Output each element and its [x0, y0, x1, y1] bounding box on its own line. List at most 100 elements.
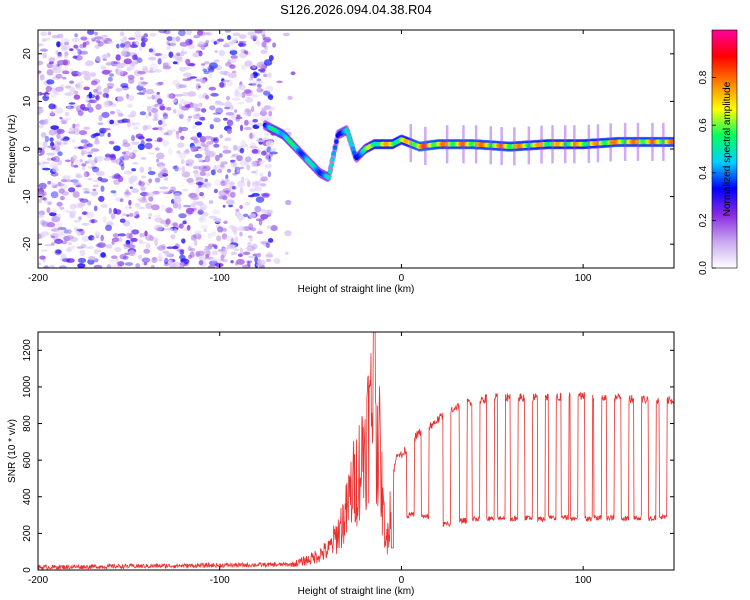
noise-speckle — [88, 91, 93, 99]
noise-speckle — [197, 250, 205, 257]
noise-speckle — [73, 182, 81, 186]
noise-speckle — [98, 114, 103, 122]
noise-speckle — [182, 78, 192, 82]
noise-speckle — [208, 62, 218, 69]
noise-speckle — [219, 70, 228, 75]
noise-speckle — [160, 126, 164, 133]
noise-speckle — [224, 42, 230, 47]
noise-speckle — [119, 43, 126, 48]
noise-speckle — [233, 229, 238, 236]
noise-speckle — [75, 174, 83, 178]
noise-speckle — [111, 159, 118, 163]
noise-speckle — [78, 130, 88, 136]
noise-speckle — [259, 179, 266, 183]
noise-speckle — [167, 148, 173, 156]
noise-speckle — [60, 38, 70, 43]
noise-speckle — [163, 30, 171, 35]
noise-speckle — [158, 165, 166, 170]
noise-speckle — [188, 254, 192, 260]
noise-speckle — [152, 113, 159, 118]
y-tick-label: 1200 — [22, 339, 33, 362]
noise-speckle — [207, 232, 213, 239]
colorbar-tick-label: 0.6 — [698, 118, 709, 132]
noise-speckle — [96, 242, 106, 249]
noise-speckle — [252, 112, 261, 118]
noise-speckle — [126, 93, 130, 100]
noise-speckle — [92, 188, 97, 192]
noise-speckle — [219, 134, 223, 139]
noise-speckle — [261, 41, 267, 48]
noise-speckle — [222, 247, 229, 251]
noise-speckle — [94, 139, 100, 145]
noise-speckle — [135, 133, 144, 139]
noise-speckle — [235, 208, 240, 212]
noise-speckle — [52, 67, 62, 74]
noise-speckle — [42, 141, 48, 148]
noise-speckle — [163, 132, 169, 136]
noise-speckle — [166, 40, 170, 46]
noise-speckle — [257, 101, 261, 107]
noise-speckle — [219, 251, 227, 255]
ridge-core-blob — [327, 169, 333, 175]
noise-speckle — [231, 97, 241, 101]
noise-speckle — [128, 206, 132, 209]
noise-speckle — [268, 55, 274, 61]
noise-speckle — [82, 202, 86, 207]
noise-speckle — [168, 51, 174, 58]
noise-speckle — [73, 226, 77, 231]
noise-speckle — [230, 237, 234, 244]
noise-speckle — [182, 188, 189, 192]
noise-speckle — [126, 118, 131, 123]
noise-speckle — [87, 159, 94, 164]
noise-speckle — [270, 225, 278, 232]
ridge-streak — [551, 125, 554, 164]
noise-speckle — [79, 50, 88, 55]
noise-speckle — [56, 133, 61, 139]
noise-speckle — [72, 73, 79, 77]
noise-speckle — [218, 190, 227, 197]
noise-speckle — [218, 49, 226, 57]
noise-speckle — [162, 113, 169, 120]
noise-speckle — [161, 221, 166, 225]
noise-speckle — [55, 141, 59, 148]
noise-speckle — [44, 265, 49, 268]
noise-speckle — [148, 196, 154, 202]
noise-speckle — [193, 170, 199, 174]
noise-speckle — [239, 166, 244, 170]
noise-speckle — [70, 245, 76, 250]
noise-speckle — [168, 93, 176, 99]
noise-speckle — [145, 243, 151, 249]
noise-speckle — [130, 44, 138, 48]
noise-speckle — [173, 228, 178, 234]
noise-speckle — [249, 188, 256, 192]
noise-speckle — [69, 80, 75, 84]
noise-speckle — [142, 125, 148, 131]
ridge-streak — [587, 124, 591, 163]
noise-speckle — [138, 206, 146, 210]
noise-speckle — [81, 149, 85, 156]
noise-speckle — [131, 168, 137, 172]
noise-speckle — [57, 151, 63, 157]
noise-speckle — [209, 105, 216, 111]
noise-speckle — [41, 249, 48, 252]
noise-speckle — [92, 133, 99, 137]
noise-speckle — [259, 172, 264, 177]
noise-speckle — [126, 214, 130, 217]
noise-speckle — [205, 94, 209, 100]
noise-speckle — [207, 243, 215, 248]
noise-speckle — [154, 53, 163, 57]
noise-speckle — [54, 107, 64, 114]
noise-speckle — [119, 198, 124, 203]
noise-speckle — [202, 68, 208, 72]
noise-speckle — [98, 130, 105, 137]
ridge-core-blob — [349, 142, 354, 148]
noise-speckle — [168, 261, 176, 268]
noise-speckle — [230, 55, 238, 59]
noise-speckle — [108, 76, 113, 82]
noise-speckle — [77, 146, 85, 150]
noise-speckle — [69, 48, 74, 51]
noise-speckle — [248, 83, 257, 86]
noise-speckle — [217, 226, 224, 233]
noise-speckle — [225, 181, 235, 188]
